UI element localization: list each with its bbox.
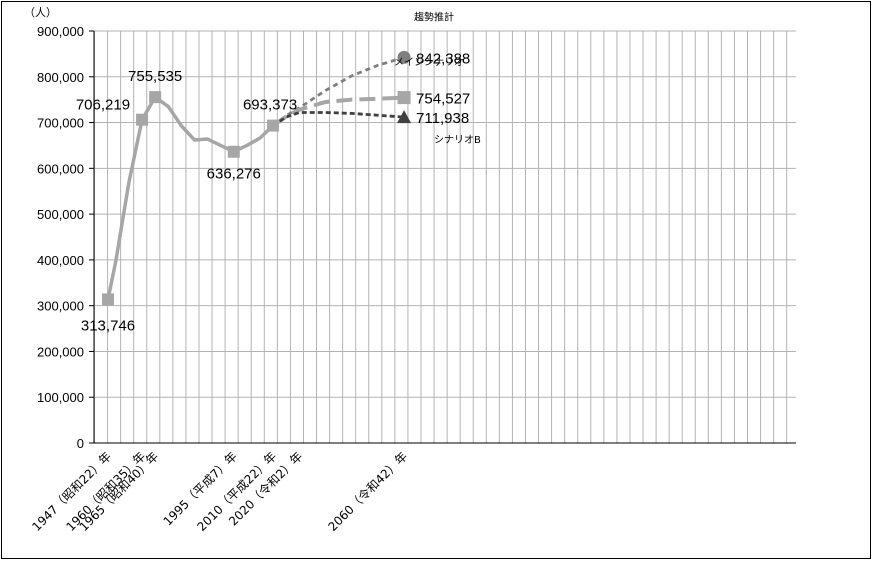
- actual-population-line: [106, 95, 275, 300]
- y-axis-tick-label: 300,000: [37, 299, 84, 314]
- y-axis-tick-label: 500,000: [37, 207, 84, 222]
- x-axis-tick-label: 1965（昭和40）年: [77, 449, 162, 534]
- y-axis-tick-label: 700,000: [37, 116, 84, 131]
- y-axis-unit-label: （人）: [24, 6, 57, 19]
- actual-marker: [149, 91, 162, 104]
- projection-end-marker: [397, 50, 411, 64]
- data-label: 706,219: [76, 97, 130, 114]
- data-label: 693,373: [243, 97, 297, 114]
- y-axis-tick-label: 200,000: [37, 344, 84, 359]
- projection-end-marker: [397, 91, 411, 105]
- data-label: 842,388: [416, 50, 470, 67]
- series-name-label: 趨勢推計: [414, 10, 454, 23]
- data-label: 754,527: [416, 91, 470, 108]
- projection-line: [272, 111, 405, 127]
- data-label: 313,746: [81, 317, 135, 334]
- y-axis-tick-label: 0: [77, 436, 84, 451]
- y-axis-tick-label: 800,000: [37, 70, 84, 85]
- actual-marker: [136, 113, 149, 126]
- actual-marker: [267, 119, 280, 132]
- actual-marker: [102, 293, 114, 306]
- projection-end-marker: [397, 110, 412, 124]
- projection-line: [272, 56, 405, 127]
- data-label: 711,938: [416, 110, 469, 127]
- y-axis-tick-label: 600,000: [37, 161, 84, 176]
- y-axis-tick-label: 400,000: [37, 253, 84, 268]
- series-name-label: シナリオB: [434, 134, 481, 146]
- data-label: 755,535: [128, 68, 182, 85]
- actual-marker: [227, 145, 240, 158]
- y-axis-tick-label: 100,000: [37, 390, 84, 405]
- y-axis-tick-label: 900,000: [37, 24, 84, 39]
- data-label: 636,276: [207, 166, 261, 183]
- projection-line: [271, 95, 405, 128]
- series-name-label: メインシナリオ: [394, 57, 464, 69]
- x-axis-tick-label: 2060（令和42）年: [325, 449, 410, 534]
